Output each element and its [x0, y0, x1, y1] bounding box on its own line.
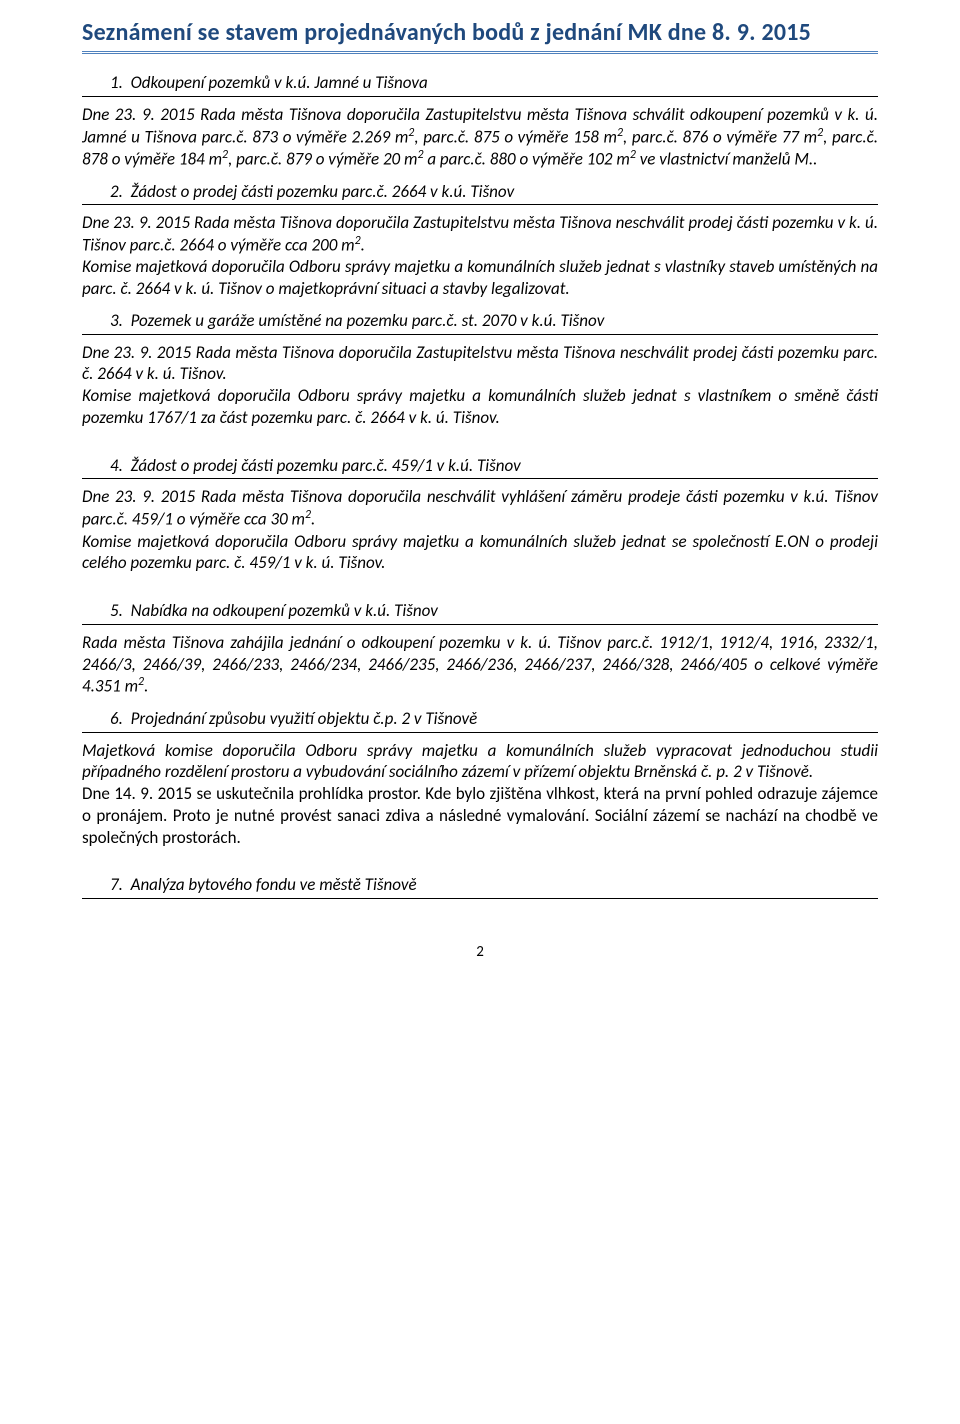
item-4-title-text: Žádost o prodej části pozemku parc.č. 45…: [131, 455, 521, 476]
item-5-number: 5.: [110, 600, 123, 621]
item-6-title: 6. Projednání způsobu využití objektu č.…: [110, 708, 878, 730]
item-4-title: 4. Žádost o prodej části pozemku parc.č.…: [110, 455, 878, 477]
item-7-number: 7.: [110, 874, 123, 895]
item-2-title: 2. Žádost o prodej části pozemku parc.č.…: [110, 181, 878, 203]
item-4-rule: [82, 478, 878, 479]
item-1-rule: [82, 96, 878, 97]
heading-rule-bottom: [82, 53, 878, 54]
page-number: 2: [82, 943, 878, 962]
item-6-rule: [82, 732, 878, 733]
item-6-body: Majetková komise doporučila Odboru správ…: [82, 740, 878, 849]
item-6-title-text: Projednání způsobu využití objektu č.p. …: [131, 708, 478, 729]
item-3-title: 3. Pozemek u garáže umístěné na pozemku …: [110, 310, 878, 332]
item-7-rule: [82, 898, 878, 899]
item-1-title-text: Odkoupení pozemků v k.ú. Jamné u Tišnova: [131, 72, 428, 93]
heading-rule-top: [82, 51, 878, 52]
item-2-rule: [82, 204, 878, 205]
item-4-number: 4.: [110, 455, 123, 476]
item-3-title-text: Pozemek u garáže umístěné na pozemku par…: [131, 310, 605, 331]
main-heading: Seznámení se stavem projednávaných bodů …: [82, 18, 878, 49]
item-7-title-text: Analýza bytového fondu ve městě Tišnově: [131, 874, 417, 895]
item-5-body: Rada města Tišnova zahájila jednání o od…: [82, 632, 878, 698]
item-1-title: 1. Odkoupení pozemků v k.ú. Jamné u Tišn…: [110, 72, 878, 94]
item-3-number: 3.: [110, 310, 123, 331]
item-2-title-text: Žádost o prodej části pozemku parc.č. 26…: [131, 181, 515, 202]
item-4-body: Dne 23. 9. 2015 Rada města Tišnova dopor…: [82, 486, 878, 574]
item-5-rule: [82, 624, 878, 625]
item-7-title: 7. Analýza bytového fondu ve městě Tišno…: [110, 874, 878, 896]
document-page: Seznámení se stavem projednávaných bodů …: [0, 0, 960, 1424]
item-5-title: 5. Nabídka na odkoupení pozemků v k.ú. T…: [110, 600, 878, 622]
item-6-number: 6.: [110, 708, 123, 729]
item-2-body: Dne 23. 9. 2015 Rada města Tišnova dopor…: [82, 212, 878, 300]
item-2-number: 2.: [110, 181, 123, 202]
item-1-number: 1.: [110, 72, 123, 93]
item-5-title-text: Nabídka na odkoupení pozemků v k.ú. Tišn…: [131, 600, 438, 621]
item-3-body: Dne 23. 9. 2015 Rada města Tišnova dopor…: [82, 342, 878, 429]
item-1-body: Dne 23. 9. 2015 Rada města Tišnova dopor…: [82, 104, 878, 171]
item-3-rule: [82, 334, 878, 335]
